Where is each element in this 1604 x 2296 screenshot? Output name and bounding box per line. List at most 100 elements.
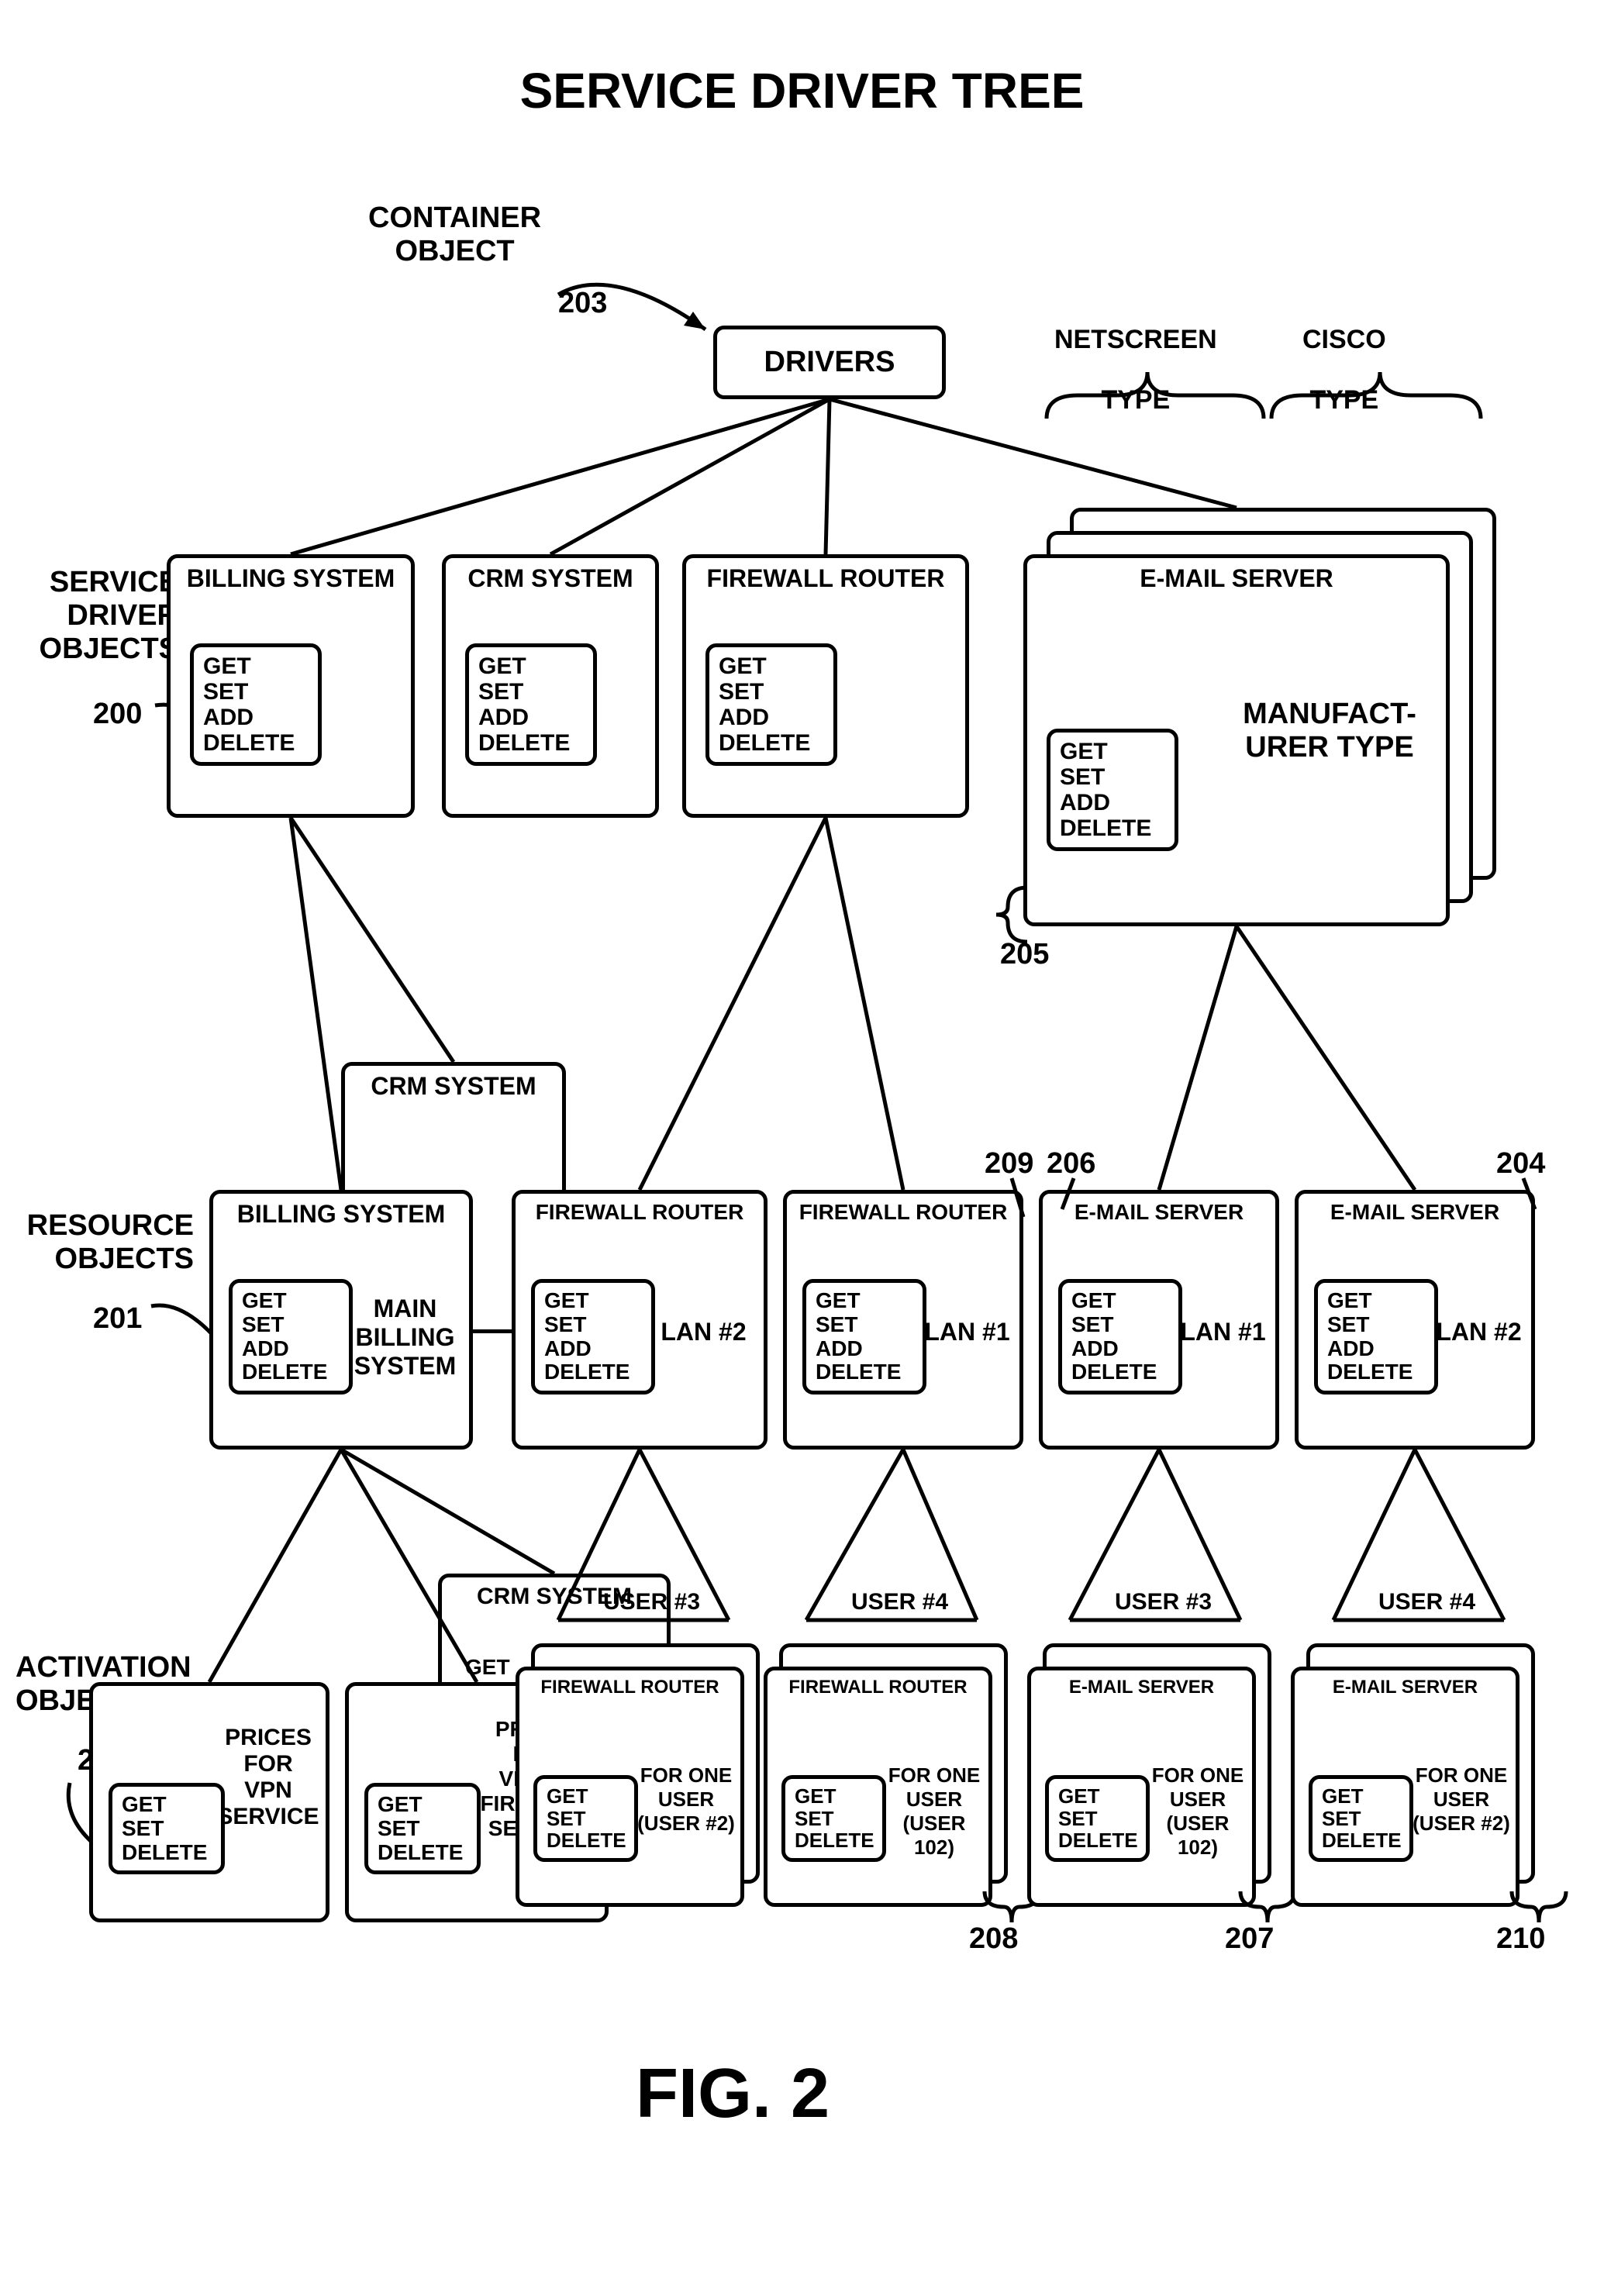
brace-205 bbox=[992, 884, 1035, 946]
act-prices-vpn-methods: GET SET DELETE bbox=[109, 1783, 225, 1874]
m: ADD bbox=[544, 1337, 642, 1361]
res-fw1-title: FIREWALL ROUTER bbox=[516, 1200, 764, 1225]
res-em2-methods: GET SET ADD DELETE bbox=[1314, 1279, 1438, 1394]
act-crm-get: GET bbox=[465, 1655, 510, 1680]
act-em-u3-title: E-MAIL SERVER bbox=[1031, 1677, 1252, 1698]
m: DELETE bbox=[547, 1829, 625, 1852]
m: GET bbox=[547, 1785, 625, 1808]
ref-206b: 206 bbox=[1047, 1147, 1095, 1181]
service-driver-objects-label: SERVICE DRIVER OBJECTS bbox=[39, 566, 178, 666]
m: SET bbox=[816, 1313, 913, 1337]
m: SET bbox=[242, 1313, 340, 1337]
m: ADD bbox=[1060, 790, 1165, 815]
act-fw-u4-methods: GET SET DELETE bbox=[781, 1775, 886, 1862]
fw-u3-tag: USER #3 bbox=[603, 1589, 700, 1615]
m: DELETE bbox=[1327, 1360, 1425, 1384]
ref-204: 204 bbox=[1496, 1147, 1545, 1181]
m: ADD bbox=[719, 705, 824, 730]
m: GET bbox=[122, 1793, 212, 1817]
m: SET bbox=[547, 1808, 625, 1830]
figure-label: FIG. 2 bbox=[636, 2054, 830, 2134]
svc-email-title: E-MAIL SERVER bbox=[1027, 564, 1446, 593]
em-u4-tag: USER #4 bbox=[1378, 1589, 1475, 1615]
arrow-203 bbox=[550, 271, 713, 341]
m: SET bbox=[719, 679, 824, 705]
container-object-label: CONTAINER OBJECT bbox=[368, 202, 541, 268]
m: DELETE bbox=[378, 1841, 467, 1865]
resource-objects-label: RESOURCE OBJECTS bbox=[23, 1209, 194, 1276]
act-em-u3-body: FOR ONE USER (USER 102) bbox=[1147, 1763, 1248, 1860]
act-fw-u4-title: FIREWALL ROUTER bbox=[768, 1677, 988, 1698]
m: GET bbox=[1327, 1289, 1425, 1313]
act-fw-u4-body: FOR ONE USER (USER 102) bbox=[884, 1763, 985, 1860]
m: SET bbox=[203, 679, 309, 705]
act-fw-u3-methods: GET SET DELETE bbox=[533, 1775, 638, 1862]
m: DELETE bbox=[242, 1360, 340, 1384]
res-fw1-body: LAN #2 bbox=[651, 1318, 756, 1346]
m: GET bbox=[1322, 1785, 1400, 1808]
act-prices-fw-methods: GET SET DELETE bbox=[364, 1783, 481, 1874]
act-em-u4-title: E-MAIL SERVER bbox=[1295, 1677, 1516, 1698]
res-em1-title: E-MAIL SERVER bbox=[1043, 1200, 1275, 1225]
svc-firewall-methods: GET SET ADD DELETE bbox=[705, 643, 837, 766]
res-crm-title: CRM SYSTEM bbox=[345, 1072, 562, 1101]
m: GET bbox=[1058, 1785, 1137, 1808]
act-em-u4-methods: GET SET DELETE bbox=[1309, 1775, 1413, 1862]
ref-200: 200 bbox=[93, 698, 142, 731]
act-em-u3-methods: GET SET DELETE bbox=[1045, 1775, 1150, 1862]
ref-201: 201 bbox=[93, 1302, 142, 1336]
m: DELETE bbox=[544, 1360, 642, 1384]
m: DELETE bbox=[719, 730, 824, 756]
res-billing-methods: GET SET ADD DELETE bbox=[229, 1279, 353, 1394]
svc-crm-title: CRM SYSTEM bbox=[446, 564, 655, 593]
m: DELETE bbox=[1322, 1829, 1400, 1852]
res-fw1-methods: GET SET ADD DELETE bbox=[531, 1279, 655, 1394]
m: GET bbox=[795, 1785, 873, 1808]
em-u3-tag: USER #3 bbox=[1115, 1589, 1212, 1615]
m: GET bbox=[1060, 739, 1165, 764]
cisco-text: CISCO bbox=[1302, 325, 1386, 354]
m: SET bbox=[1327, 1313, 1425, 1337]
brace-207 bbox=[1237, 1887, 1299, 1930]
m: GET bbox=[719, 653, 824, 679]
m: GET bbox=[242, 1289, 340, 1313]
m: SET bbox=[1058, 1808, 1137, 1830]
res-em1-methods: GET SET ADD DELETE bbox=[1058, 1279, 1182, 1394]
m: DELETE bbox=[203, 730, 309, 756]
m: SET bbox=[122, 1817, 212, 1841]
drivers-root: DRIVERS bbox=[713, 326, 946, 399]
res-em2-body: LAN #2 bbox=[1434, 1318, 1523, 1346]
res-fw2-methods: GET SET ADD DELETE bbox=[802, 1279, 926, 1394]
res-em1-body: LAN #1 bbox=[1178, 1318, 1268, 1346]
fw-u4-tag: USER #4 bbox=[851, 1589, 948, 1615]
res-fw2-body: LAN #1 bbox=[923, 1318, 1012, 1346]
res-billing-title: BILLING SYSTEM bbox=[213, 1200, 469, 1229]
svc-email-methods: GET SET ADD DELETE bbox=[1047, 729, 1178, 851]
svc-email-body: MANUFACT- URER TYPE bbox=[1229, 698, 1430, 764]
netscreen-text: NETSCREEN bbox=[1054, 325, 1217, 354]
m: SET bbox=[478, 679, 584, 705]
page-title: SERVICE DRIVER TREE bbox=[0, 62, 1604, 119]
res-fw2-title: FIREWALL ROUTER bbox=[787, 1200, 1019, 1225]
m: GET bbox=[478, 653, 584, 679]
svc-billing-methods: GET SET ADD DELETE bbox=[190, 643, 322, 766]
ref-209: 209 bbox=[985, 1147, 1033, 1181]
m: ADD bbox=[1327, 1337, 1425, 1361]
brace-210 bbox=[1508, 1887, 1570, 1930]
m: GET bbox=[816, 1289, 913, 1313]
act-fw-u3-title: FIREWALL ROUTER bbox=[519, 1677, 740, 1698]
m: DELETE bbox=[1071, 1360, 1169, 1384]
m: GET bbox=[1071, 1289, 1169, 1313]
m: SET bbox=[1060, 764, 1165, 790]
m: GET bbox=[378, 1793, 467, 1817]
m: DELETE bbox=[816, 1360, 913, 1384]
m: ADD bbox=[242, 1337, 340, 1361]
drivers-root-label: DRIVERS bbox=[764, 346, 895, 379]
m: ADD bbox=[816, 1337, 913, 1361]
svc-firewall-title: FIREWALL ROUTER bbox=[686, 564, 965, 593]
res-em2-title: E-MAIL SERVER bbox=[1299, 1200, 1531, 1225]
m: SET bbox=[378, 1817, 467, 1841]
m: DELETE bbox=[122, 1841, 212, 1865]
m: ADD bbox=[478, 705, 584, 730]
m: SET bbox=[1322, 1808, 1400, 1830]
